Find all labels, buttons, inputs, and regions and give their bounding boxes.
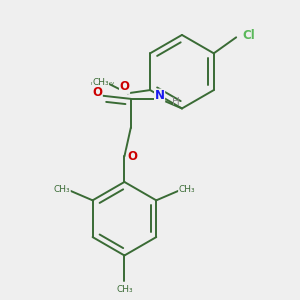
Text: O: O <box>92 86 102 99</box>
Text: N: N <box>154 89 165 102</box>
Text: O: O <box>128 150 137 163</box>
Text: CH₃: CH₃ <box>92 78 109 87</box>
Text: CH₃: CH₃ <box>54 185 70 194</box>
Text: H: H <box>172 97 179 107</box>
Text: methoxy: methoxy <box>90 81 114 86</box>
Text: Cl: Cl <box>243 29 255 42</box>
Text: CH₃: CH₃ <box>178 185 195 194</box>
Text: CH₃: CH₃ <box>116 284 133 293</box>
Text: O: O <box>120 80 130 93</box>
